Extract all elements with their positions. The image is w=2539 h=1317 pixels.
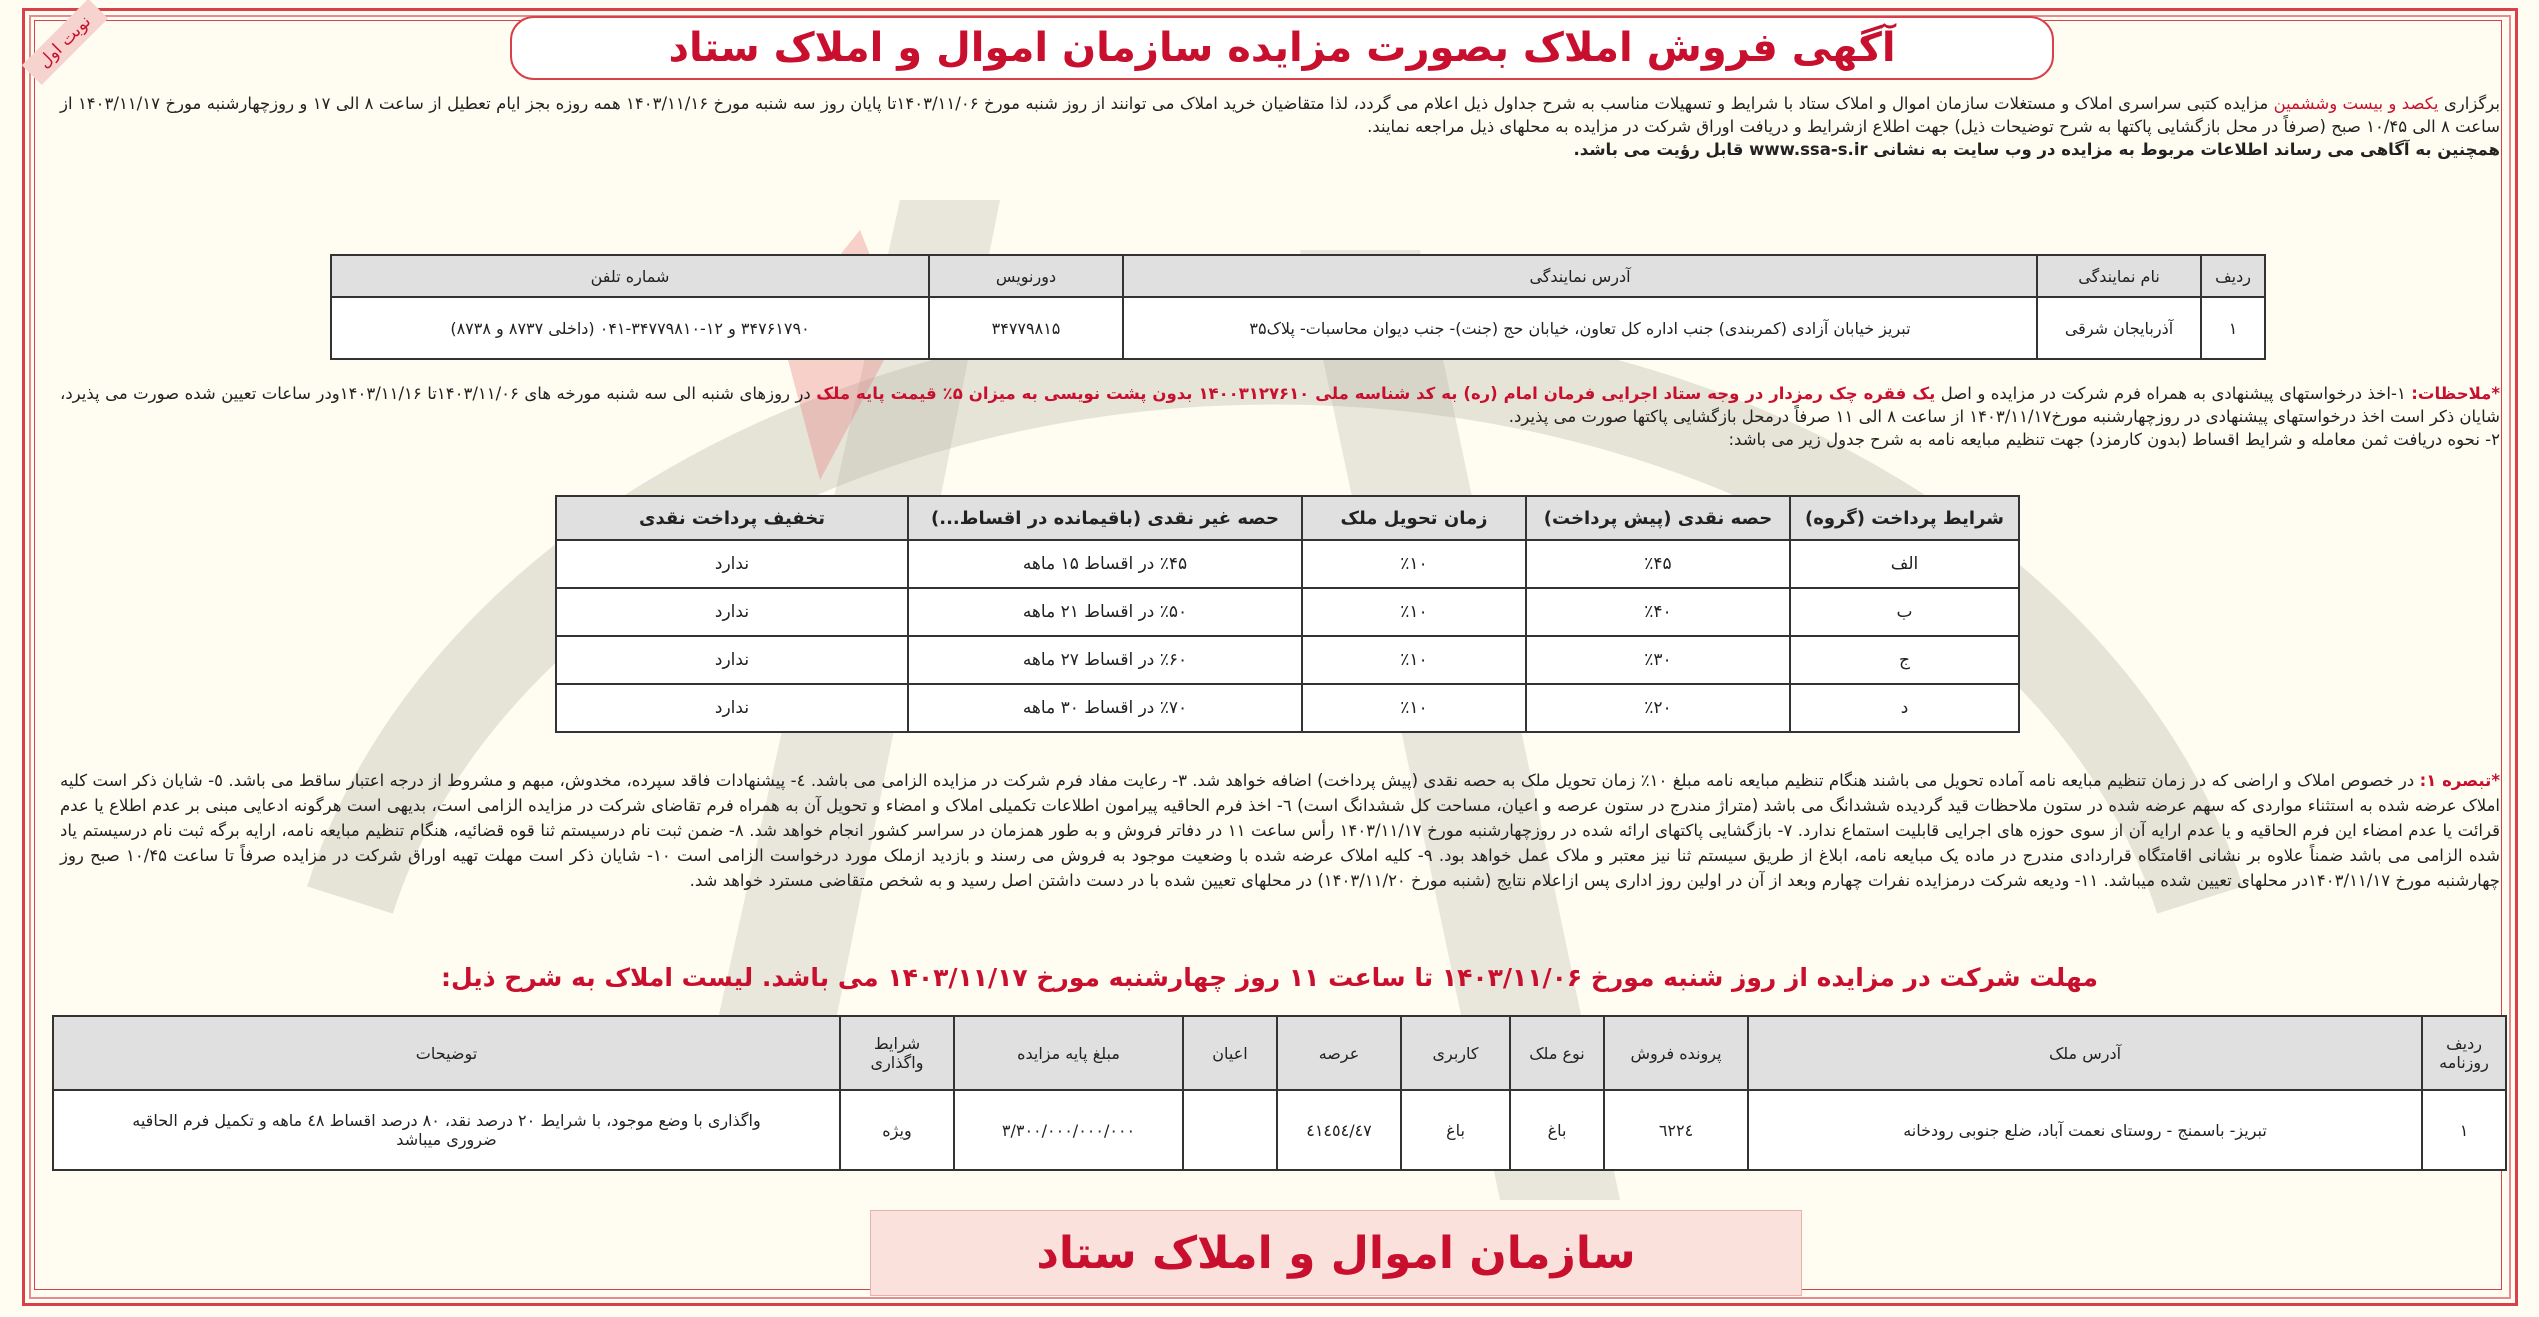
cell: ٪۴۵ (1525, 539, 1791, 589)
cheque-requirement: یک فقره چک رمزدار در وجه ستاد اجرایی فرم… (816, 384, 1936, 403)
offices-table: ردیف نام نمایندگی آدرس نمایندگی دورنویس … (330, 254, 2266, 360)
title-box: آگهی فروش املاک بصورت مزایده سازمان اموا… (510, 16, 2054, 80)
intro-text: برگزاری (2438, 94, 2500, 113)
cell: ۳/۳۰۰/۰۰۰/۰۰۰/۰۰۰ (953, 1089, 1184, 1171)
cell: ٪۴۵ در اقساط ۱۵ ماهه (907, 539, 1303, 589)
cell: ٪۱۰ (1301, 539, 1527, 589)
table-header-row: شرایط پرداخت (گروه) حصه نقدی (پیش پرداخت… (555, 495, 2020, 541)
deadline-notice: مهلت شرکت در مزایده از روز شنبه مورخ ۱۴۰… (441, 963, 2098, 992)
col-header: آدرس نمایندگی (1122, 254, 2038, 298)
cell: ۳۴۷۶۱۷۹۰ و ۱۲-۳۴۷۷۹۸۱۰-۰۴۱ (داخلی ۸۷۳۷ و… (330, 296, 930, 360)
cell: ۱ (2200, 296, 2266, 360)
col-header: اعیان (1182, 1015, 1278, 1091)
cell: ٪۳۰ (1525, 635, 1791, 685)
property-table: ردیف روزنامه آدرس ملک پرونده فروش نوع مل… (52, 1015, 2507, 1171)
col-header: عرصه (1276, 1015, 1402, 1091)
table-header-row: ردیف نام نمایندگی آدرس نمایندگی دورنویس … (330, 254, 2266, 298)
payment-table: شرایط پرداخت (گروه) حصه نقدی (پیش پرداخت… (555, 495, 2020, 733)
col-header: شرایط پرداخت (گروه) (1789, 495, 2020, 541)
col-header: آدرس ملک (1747, 1015, 2423, 1091)
col-header: توضیحات (52, 1015, 841, 1091)
cell: ٪۷۰ در اقساط ۳۰ ماهه (907, 683, 1303, 733)
col-header: تخفیف پرداخت نقدی (555, 495, 909, 541)
table-row: ب ٪۴۰ ٪۱۰ ٪۵۰ در اقساط ۲۱ ماهه ندارد (555, 587, 2020, 637)
auction-number: یکصد و بیست وششمین (2273, 94, 2439, 113)
website-notice: همچنین به آگاهی می رساند اطلاعات مربوط ب… (1573, 140, 2500, 159)
payment-intro: ۲- نحوه دریافت ثمن معامله و شرایط اقساط … (1728, 430, 2500, 449)
cell: ندارد (555, 587, 909, 637)
notes-paragraph: *ملاحظات: ۱-اخذ درخواستهای پیشنهادی به ه… (60, 382, 2500, 451)
cell: ندارد (555, 683, 909, 733)
decorative-border (22, 8, 2518, 1306)
cell: باغ (1400, 1089, 1511, 1171)
col-header: حصه غیر نقدی (باقیمانده در اقساط...) (907, 495, 1303, 541)
cell: تبریز- باسمنج - روستای نعمت آباد، ضلع جن… (1747, 1089, 2423, 1171)
cell: ندارد (555, 635, 909, 685)
col-header: مبلغ پایه مزایده (953, 1015, 1184, 1091)
cell: ب (1789, 587, 2020, 637)
col-header: ردیف روزنامه (2421, 1015, 2507, 1091)
intro-paragraph: برگزاری یکصد و بیست وششمین مزایده کتبی س… (60, 92, 2500, 161)
tabsareh-paragraph: *تبصره ۱: در خصوص املاک و اراضی که در زم… (60, 768, 2500, 893)
cell: تبریز خیابان آزادی (کمربندی) جنب اداره ک… (1122, 296, 2038, 360)
col-header: نام نمایندگی (2036, 254, 2202, 298)
cell: باغ (1509, 1089, 1605, 1171)
cell: ویژه (839, 1089, 955, 1171)
table-row: ج ٪۳۰ ٪۱۰ ٪۶۰ در اقساط ۲۷ ماهه ندارد (555, 635, 2020, 685)
notes-text-cont: در روزهای شنبه الی سه شنبه مورخه های ۱۴۰… (60, 384, 2500, 426)
col-header: شرایط واگذاری (839, 1015, 955, 1091)
cell: الف (1789, 539, 2020, 589)
cell: ٪۴۰ (1525, 587, 1791, 637)
cell: ٦۲۲٤ (1603, 1089, 1749, 1171)
tabsareh-label: *تبصره ۱: (2419, 771, 2500, 790)
col-header: نوع ملک (1509, 1015, 1605, 1091)
cell: ٪۱۰ (1301, 683, 1527, 733)
cell: ٪۱۰ (1301, 587, 1527, 637)
cell: ٪۵۰ در اقساط ۲۱ ماهه (907, 587, 1303, 637)
cell: ٤۱٤٥٤/٤۷ (1276, 1089, 1402, 1171)
table-row: الف ٪۴۵ ٪۱۰ ٪۴۵ در اقساط ۱۵ ماهه ندارد (555, 539, 2020, 589)
tabsareh-text: در خصوص املاک و اراضی که در زمان تنظیم م… (60, 771, 2500, 890)
cell: ۳۴۷۷۹۸۱۵ (928, 296, 1124, 360)
col-header: زمان تحویل ملک (1301, 495, 1527, 541)
col-header: کاربری (1400, 1015, 1511, 1091)
col-header: دورنویس (928, 254, 1124, 298)
notes-label: *ملاحظات: (2411, 384, 2500, 403)
table-row: د ٪۲۰ ٪۱۰ ٪۷۰ در اقساط ۳۰ ماهه ندارد (555, 683, 2020, 733)
col-header: ردیف (2200, 254, 2266, 298)
col-header: شماره تلفن (330, 254, 930, 298)
cell: ندارد (555, 539, 909, 589)
cell: ٪۶۰ در اقساط ۲۷ ماهه (907, 635, 1303, 685)
cell: ٪۲۰ (1525, 683, 1791, 733)
footer-organization: سازمان اموال و املاک ستاد (1036, 1227, 1636, 1279)
notes-text: ۱-اخذ درخواستهای پیشنهادی به همراه فرم ش… (1935, 384, 2412, 403)
col-header: پرونده فروش (1603, 1015, 1749, 1091)
table-row: ۱ آذربایجان شرقی تبریز خیابان آزادی (کمر… (330, 296, 2266, 360)
cell: ج (1789, 635, 2020, 685)
col-header: حصه نقدی (پیش پرداخت) (1525, 495, 1791, 541)
cell: ٪۱۰ (1301, 635, 1527, 685)
table-header-row: ردیف روزنامه آدرس ملک پرونده فروش نوع مل… (52, 1015, 2507, 1091)
cell: آذربایجان شرقی (2036, 296, 2202, 360)
table-row: ۱ تبریز- باسمنج - روستای نعمت آباد، ضلع … (52, 1089, 2507, 1171)
cell: ۱ (2421, 1089, 2507, 1171)
footer-box: سازمان اموال و املاک ستاد (870, 1210, 1802, 1296)
page-title: آگهی فروش املاک بصورت مزایده سازمان اموا… (668, 25, 1896, 71)
cell: واگذاری با وضع موجود، با شرایط ۲۰ درصد ن… (52, 1089, 841, 1171)
intro-text-cont: مزایده کتبی سراسری املاک و مستغلات سازما… (60, 94, 2500, 136)
cell: د (1789, 683, 2020, 733)
cell (1182, 1089, 1278, 1171)
